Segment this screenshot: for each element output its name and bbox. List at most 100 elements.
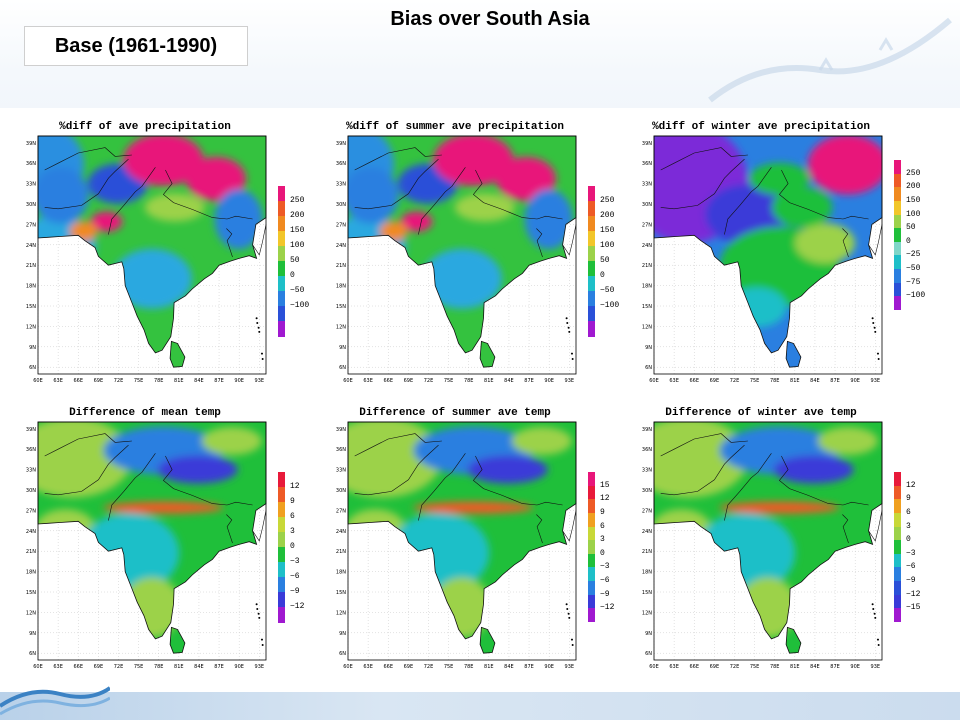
colorbar-label: −12 — [906, 589, 921, 599]
lon-tick-label: 93E — [871, 664, 881, 670]
lon-tick-label: 87E — [214, 664, 224, 670]
slide-title: Bias over South Asia — [390, 8, 590, 30]
colorbar-label: 0 — [600, 548, 605, 558]
colorbar-swatch — [588, 540, 595, 555]
colorbar-swatch — [894, 608, 901, 623]
lat-tick-label: 18N — [26, 284, 36, 290]
colorbar-label: −50 — [906, 264, 921, 274]
lat-tick-label: 21N — [642, 263, 652, 269]
lat-tick-label: 30N — [336, 202, 346, 208]
lon-tick-label: 84E — [194, 378, 204, 384]
colorbar-label: 15 — [600, 480, 610, 490]
lon-tick-label: 81E — [790, 378, 800, 384]
lat-tick-label: 24N — [336, 243, 346, 249]
lon-tick-label: 63E — [363, 378, 373, 384]
lat-tick-label: 9N — [645, 345, 652, 351]
lon-tick-label: 93E — [255, 664, 265, 670]
colorbar-swatch — [278, 216, 285, 232]
lon-tick-label: 78E — [770, 664, 780, 670]
lon-tick-label: 63E — [363, 664, 373, 670]
colorbar-swatch — [588, 231, 595, 247]
colorbar-swatch — [278, 472, 285, 488]
colorbar-swatch — [278, 562, 285, 578]
lon-tick-label: 84E — [504, 664, 514, 670]
panel-title: %diff of ave precipitation — [59, 121, 231, 133]
colorbar-label: −50 — [600, 286, 615, 295]
lat-tick-label: 18N — [642, 570, 652, 576]
colorbar-swatch — [278, 291, 285, 307]
lat-tick-label: 36N — [642, 161, 652, 167]
colorbar-label: −6 — [906, 562, 916, 572]
colorbar-label: 250 — [906, 168, 921, 178]
lat-tick-label: 30N — [642, 202, 652, 208]
panel-ave-precip: %diff of ave precipitation 39N 36N 33N 30N 2… — [20, 120, 324, 400]
lon-tick-label: 81E — [174, 378, 184, 384]
colorbar-swatch — [894, 526, 901, 541]
lat-tick-label: 36N — [26, 161, 36, 167]
lon-tick-label: 93E — [871, 378, 881, 384]
lat-tick-label: 36N — [336, 447, 346, 453]
lat-tick-label: 27N — [642, 508, 652, 514]
lat-tick-label: 12N — [336, 610, 346, 616]
colorbar-swatch — [894, 296, 901, 311]
lon-tick-label: 93E — [565, 664, 575, 670]
lat-tick-label: 12N — [336, 324, 346, 330]
lon-tick-label: 69E — [94, 664, 104, 670]
panel-title: %diff of winter ave precipitation — [652, 121, 870, 133]
colorbar-swatch — [588, 567, 595, 582]
panel-winter-temp: Difference of winter ave temp 39N 36N 33N 3… — [636, 406, 940, 686]
lat-tick-label: 36N — [642, 447, 652, 453]
colorbar-swatch — [278, 502, 285, 518]
lon-tick-label: 90E — [234, 664, 244, 670]
colorbar-swatch — [588, 472, 595, 487]
lon-tick-label: 84E — [810, 664, 820, 670]
colorbar-swatch — [588, 276, 595, 292]
lon-tick-label: 63E — [669, 378, 679, 384]
panel-title: Difference of mean temp — [69, 407, 221, 419]
colorbar-label: −3 — [290, 557, 300, 566]
colorbar-label: 6 — [906, 507, 911, 517]
map-panels-area: %diff of ave precipitation 39N 36N 33N 30N 2… — [0, 108, 960, 692]
lat-tick-label: 18N — [336, 570, 346, 576]
lon-tick-label: 60E — [33, 378, 43, 384]
colorbar-label: 0 — [906, 535, 911, 545]
panel-summer-temp: Difference of summer ave temp 39N 36N 33N 3… — [330, 406, 634, 686]
map-plot: 39N 36N 33N 30N 27N 24N 21N 18N 15N 12N 9N 6N 60E 63E… — [642, 421, 883, 670]
colorbar-label: −100 — [290, 301, 310, 310]
lon-tick-label: 72E — [424, 378, 434, 384]
map-plot: 39N 36N 33N 30N 27N 24N 21N 18N 15N 12N 9N 6N 60E 63E… — [26, 135, 267, 384]
colorbar-swatch — [588, 485, 595, 500]
colorbar-swatch — [894, 581, 901, 596]
colorbar-label: −12 — [290, 602, 305, 611]
colorbar-label: −15 — [906, 603, 921, 613]
colorbar-label: 200 — [290, 211, 305, 220]
lat-tick-label: 39N — [336, 427, 346, 433]
lat-tick-label: 36N — [26, 447, 36, 453]
colorbar-label: 150 — [290, 226, 305, 235]
lon-tick-label: 78E — [770, 378, 780, 384]
lat-tick-label: 9N — [339, 631, 346, 637]
colorbar-swatch — [588, 526, 595, 541]
lon-tick-label: 81E — [484, 378, 494, 384]
colorbar-swatch — [278, 246, 285, 262]
lat-tick-label: 21N — [336, 263, 346, 269]
lon-tick-label: 66E — [689, 378, 699, 384]
lon-tick-label: 75E — [444, 664, 454, 670]
colorbar-label: 0 — [290, 271, 295, 280]
colorbar-label: 0 — [600, 271, 605, 280]
panel-summer-precip: %diff of summer ave precipitation 39N 36N… — [330, 120, 634, 400]
colorbar-swatch — [278, 231, 285, 247]
lat-tick-label: 12N — [26, 610, 36, 616]
lat-tick-label: 12N — [642, 324, 652, 330]
footer-bar — [0, 692, 960, 720]
colorbar-label: 250 — [290, 196, 305, 205]
map-field — [38, 422, 266, 654]
lon-tick-label: 75E — [750, 378, 760, 384]
colorbar-label: 9 — [290, 497, 295, 506]
lon-tick-label: 81E — [174, 664, 184, 670]
lat-tick-label: 30N — [642, 488, 652, 494]
colorbar-swatch — [588, 246, 595, 262]
lon-tick-label: 84E — [504, 378, 514, 384]
colorbar-label: −9 — [600, 589, 610, 599]
lat-tick-label: 27N — [336, 508, 346, 514]
